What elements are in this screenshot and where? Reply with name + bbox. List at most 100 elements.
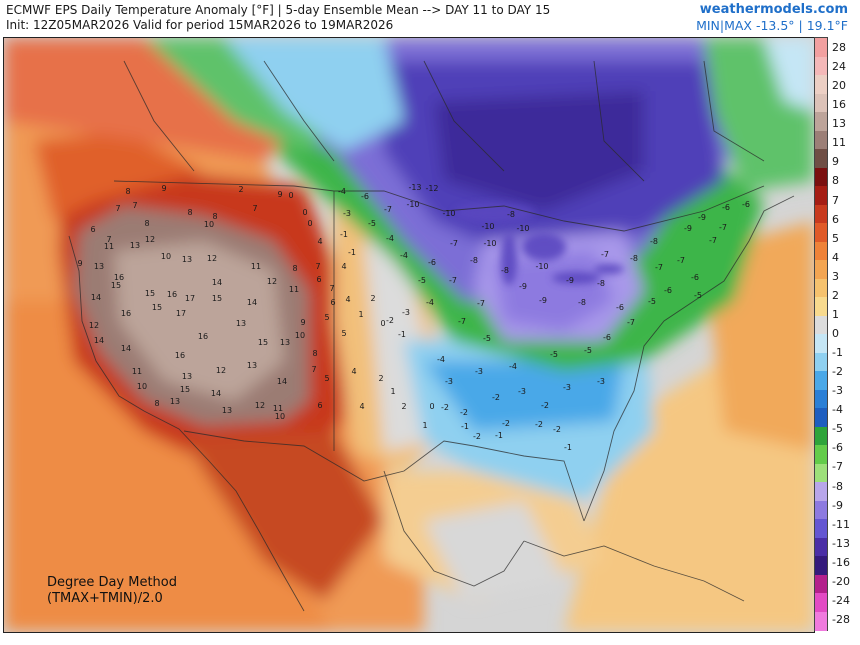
station-anomaly-value: -1 (564, 443, 572, 452)
station-anomaly-value: -7 (458, 317, 466, 326)
colorbar-segment (815, 130, 827, 150)
station-anomaly-value: 5 (341, 329, 346, 338)
colorbar-segment (815, 75, 827, 94)
station-anomaly-value: 13 (182, 372, 192, 381)
station-anomaly-value: -8 (578, 298, 586, 307)
station-anomaly-value: -7 (384, 205, 392, 214)
station-anomaly-value: -10 (516, 224, 529, 233)
station-anomaly-value: 13 (94, 262, 104, 271)
station-anomaly-value: 13 (170, 397, 180, 406)
station-anomaly-value: -2 (541, 401, 549, 410)
colorbar-tick-label: -13 (832, 536, 850, 550)
station-anomaly-value: 14 (121, 344, 131, 353)
station-anomaly-value: -7 (450, 239, 458, 248)
station-anomaly-value: -7 (655, 263, 663, 272)
colorbar-tick-label: -3 (832, 384, 843, 398)
station-anomaly-value: -5 (584, 346, 592, 355)
colorbar-segment (815, 389, 827, 409)
station-anomaly-value: -10 (483, 239, 496, 248)
colorbar-tick-label: 9 (832, 155, 839, 169)
station-anomaly-value: 15 (111, 281, 121, 290)
colorbar-tick-label: 13 (832, 117, 846, 131)
colorbar-segment (815, 93, 827, 113)
station-anomaly-value: 7 (115, 204, 120, 213)
station-anomaly-value: -6 (603, 333, 611, 342)
station-anomaly-value: -2 (492, 393, 500, 402)
colorbar-tick-label: 20 (832, 79, 846, 93)
station-anomaly-value: 8 (125, 187, 130, 196)
station-anomaly-value: 14 (91, 293, 101, 302)
station-anomaly-value: 16 (175, 351, 185, 360)
colorbar-tick-label: -16 (832, 555, 850, 569)
station-anomaly-value: -10 (481, 222, 494, 231)
station-anomaly-value: 2 (378, 374, 383, 383)
station-anomaly-value: 1 (358, 310, 363, 319)
station-anomaly-value: -8 (470, 256, 478, 265)
station-anomaly-value: 11 (132, 367, 142, 376)
station-anomaly-value: 12 (267, 277, 277, 286)
station-anomaly-value: -7 (709, 236, 717, 245)
colorbar-segment (815, 408, 827, 427)
station-anomaly-value: -1 (495, 431, 503, 440)
station-anomaly-value: 12 (216, 366, 226, 375)
station-anomaly-value: -9 (566, 276, 574, 285)
station-anomaly-value: -8 (630, 254, 638, 263)
station-anomaly-value: 12 (255, 401, 265, 410)
colorbar-segment (815, 38, 827, 57)
map-title: ECMWF EPS Daily Temperature Anomaly [°F]… (6, 3, 551, 17)
colorbar-tick-label: -5 (832, 422, 843, 436)
station-anomaly-value: 8 (292, 264, 297, 273)
colorbar-segment (815, 445, 827, 464)
station-anomaly-value: -8 (507, 210, 515, 219)
anomaly-colorbar (814, 37, 828, 631)
station-anomaly-value: -2 (553, 425, 561, 434)
station-anomaly-value: -4 (509, 362, 517, 371)
colorbar-tick-label: 28 (832, 41, 846, 54)
colorbar-segment (815, 371, 827, 390)
colorbar-segment (815, 297, 827, 316)
colorbar-segment (815, 611, 827, 631)
station-anomaly-value: 14 (211, 389, 221, 398)
colorbar-tick-label: 7 (832, 193, 839, 207)
station-anomaly-value: 14 (247, 298, 257, 307)
station-anomaly-value: 16 (198, 332, 208, 341)
station-anomaly-value: -7 (719, 223, 727, 232)
station-anomaly-value: 10 (204, 220, 214, 229)
colorbar-tick-label: -6 (832, 441, 843, 455)
colorbar-segment (815, 482, 827, 501)
temperature-anomaly-map[interactable]: 8 9 7 7 8 6 7 8 8 7 9 2 0 0 13 12 11 10 13 10 12 11 8 9 13 16 15 14… (3, 37, 815, 633)
brand-link[interactable]: weathermodels.com (699, 2, 848, 17)
station-anomaly-value: -8 (597, 279, 605, 288)
station-anomaly-value: 4 (317, 237, 322, 246)
station-anomaly-value: 2 (238, 185, 243, 194)
station-anomaly-value: 8 (154, 399, 159, 408)
station-anomaly-value: 16 (121, 309, 131, 318)
station-anomaly-value: -9 (698, 213, 706, 222)
station-anomaly-value: 10 (275, 412, 285, 421)
station-anomaly-value: -2 (535, 420, 543, 429)
station-anomaly-value: 1 (390, 387, 395, 396)
station-anomaly-value: 9 (277, 190, 282, 199)
colorbar-tick-label: 11 (832, 136, 846, 150)
colorbar-tick-label: 16 (832, 98, 846, 112)
station-anomaly-value: 0 (288, 191, 293, 200)
station-anomaly-value: -9 (684, 224, 692, 233)
station-anomaly-value: -13 (408, 183, 421, 192)
station-anomaly-value: -4 (437, 355, 445, 364)
station-anomaly-value: 5 (324, 374, 329, 383)
station-anomaly-value: -7 (601, 250, 609, 259)
station-anomaly-value: 0 (429, 402, 434, 411)
station-anomaly-value: 14 (277, 377, 287, 386)
station-anomaly-value: 8 (187, 208, 192, 217)
station-anomaly-value: -4 (400, 251, 408, 260)
station-anomaly-value: -10 (406, 200, 419, 209)
colorbar-tick-label: 2 (832, 288, 839, 302)
colorbar-segment (815, 574, 827, 594)
station-anomaly-value: 13 (247, 361, 257, 370)
colorbar-segment (815, 241, 827, 261)
station-anomaly-value: 8 (312, 349, 317, 358)
init-valid-line: Init: 12Z05MAR2026 Valid for period 15MA… (6, 18, 394, 32)
station-anomaly-value: 7 (252, 204, 257, 213)
station-anomaly-value: 14 (212, 278, 222, 287)
